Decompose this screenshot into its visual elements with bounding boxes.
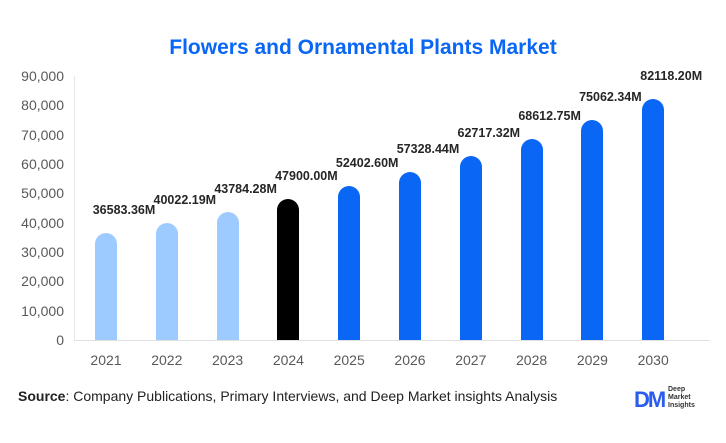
chart-title: Flowers and Ornamental Plants Market	[169, 36, 557, 59]
logo-line-1: Deep	[668, 386, 686, 393]
bar-2023	[216, 211, 239, 340]
logo-mark-icon: DM	[634, 387, 666, 412]
source-text: : Company Publications, Primary Intervie…	[65, 388, 558, 404]
x-tick-label: 2028	[516, 352, 548, 368]
value-label: 52402.60M	[335, 156, 399, 171]
bar-2026	[399, 171, 421, 340]
logo-text: Deep Market Insights	[668, 386, 695, 410]
x-tick-label: 2021	[90, 352, 122, 368]
bar-2022	[155, 222, 178, 340]
value-label: 82118.20M	[640, 69, 703, 84]
y-tick-label: 30,000	[21, 244, 64, 260]
y-tick-label: 20,000	[21, 273, 64, 290]
x-tick-label: 2024	[272, 352, 304, 368]
y-tick-label: 90,000	[21, 68, 64, 84]
value-label: 75062.34M	[579, 89, 642, 104]
value-label: 40022.19M	[153, 192, 217, 207]
value-label: 47900.00M	[275, 169, 338, 184]
y-axis-line	[74, 76, 75, 340]
bar-2025	[338, 186, 361, 340]
value-label: 43784.28M	[214, 181, 277, 196]
x-tick-label: 2026	[394, 352, 426, 368]
bar-2027	[459, 156, 482, 340]
source-label: Source	[18, 388, 66, 404]
y-tick-label: 40,000	[21, 214, 64, 231]
bar-2029	[581, 119, 604, 340]
value-label: 68612.75M	[518, 108, 581, 123]
value-label: 62717.32M	[457, 126, 521, 141]
source-note: Source: Company Publications, Primary In…	[18, 388, 557, 404]
value-label: 57328.44M	[396, 141, 460, 156]
x-tick-label: 2025	[333, 352, 365, 368]
value-label: 36583.36M	[92, 202, 156, 217]
x-tick-label: 2022	[151, 352, 183, 368]
y-tick-label: 60,000	[21, 156, 64, 172]
brand-logo: DM Deep Market Insights	[634, 386, 714, 412]
y-tick-label: 50,000	[21, 185, 64, 202]
y-tick-label: 70,000	[21, 126, 64, 143]
logo-line-3: Insights	[668, 402, 695, 409]
x-axis-line	[74, 340, 710, 341]
y-tick-label: 80,000	[21, 97, 64, 114]
logo-line-2: Market	[668, 394, 691, 401]
x-tick-label: 2023	[212, 352, 244, 368]
x-tick-label: 2029	[576, 352, 608, 368]
bar-2030	[642, 99, 665, 340]
x-tick-label: 2027	[455, 352, 487, 368]
bar-2021	[95, 232, 117, 340]
y-tick-label: 0	[56, 332, 64, 348]
bar-2024	[277, 199, 300, 340]
y-tick-label: 10,000	[21, 302, 64, 319]
x-tick-label: 2030	[637, 352, 669, 368]
bar-2028	[520, 138, 543, 340]
